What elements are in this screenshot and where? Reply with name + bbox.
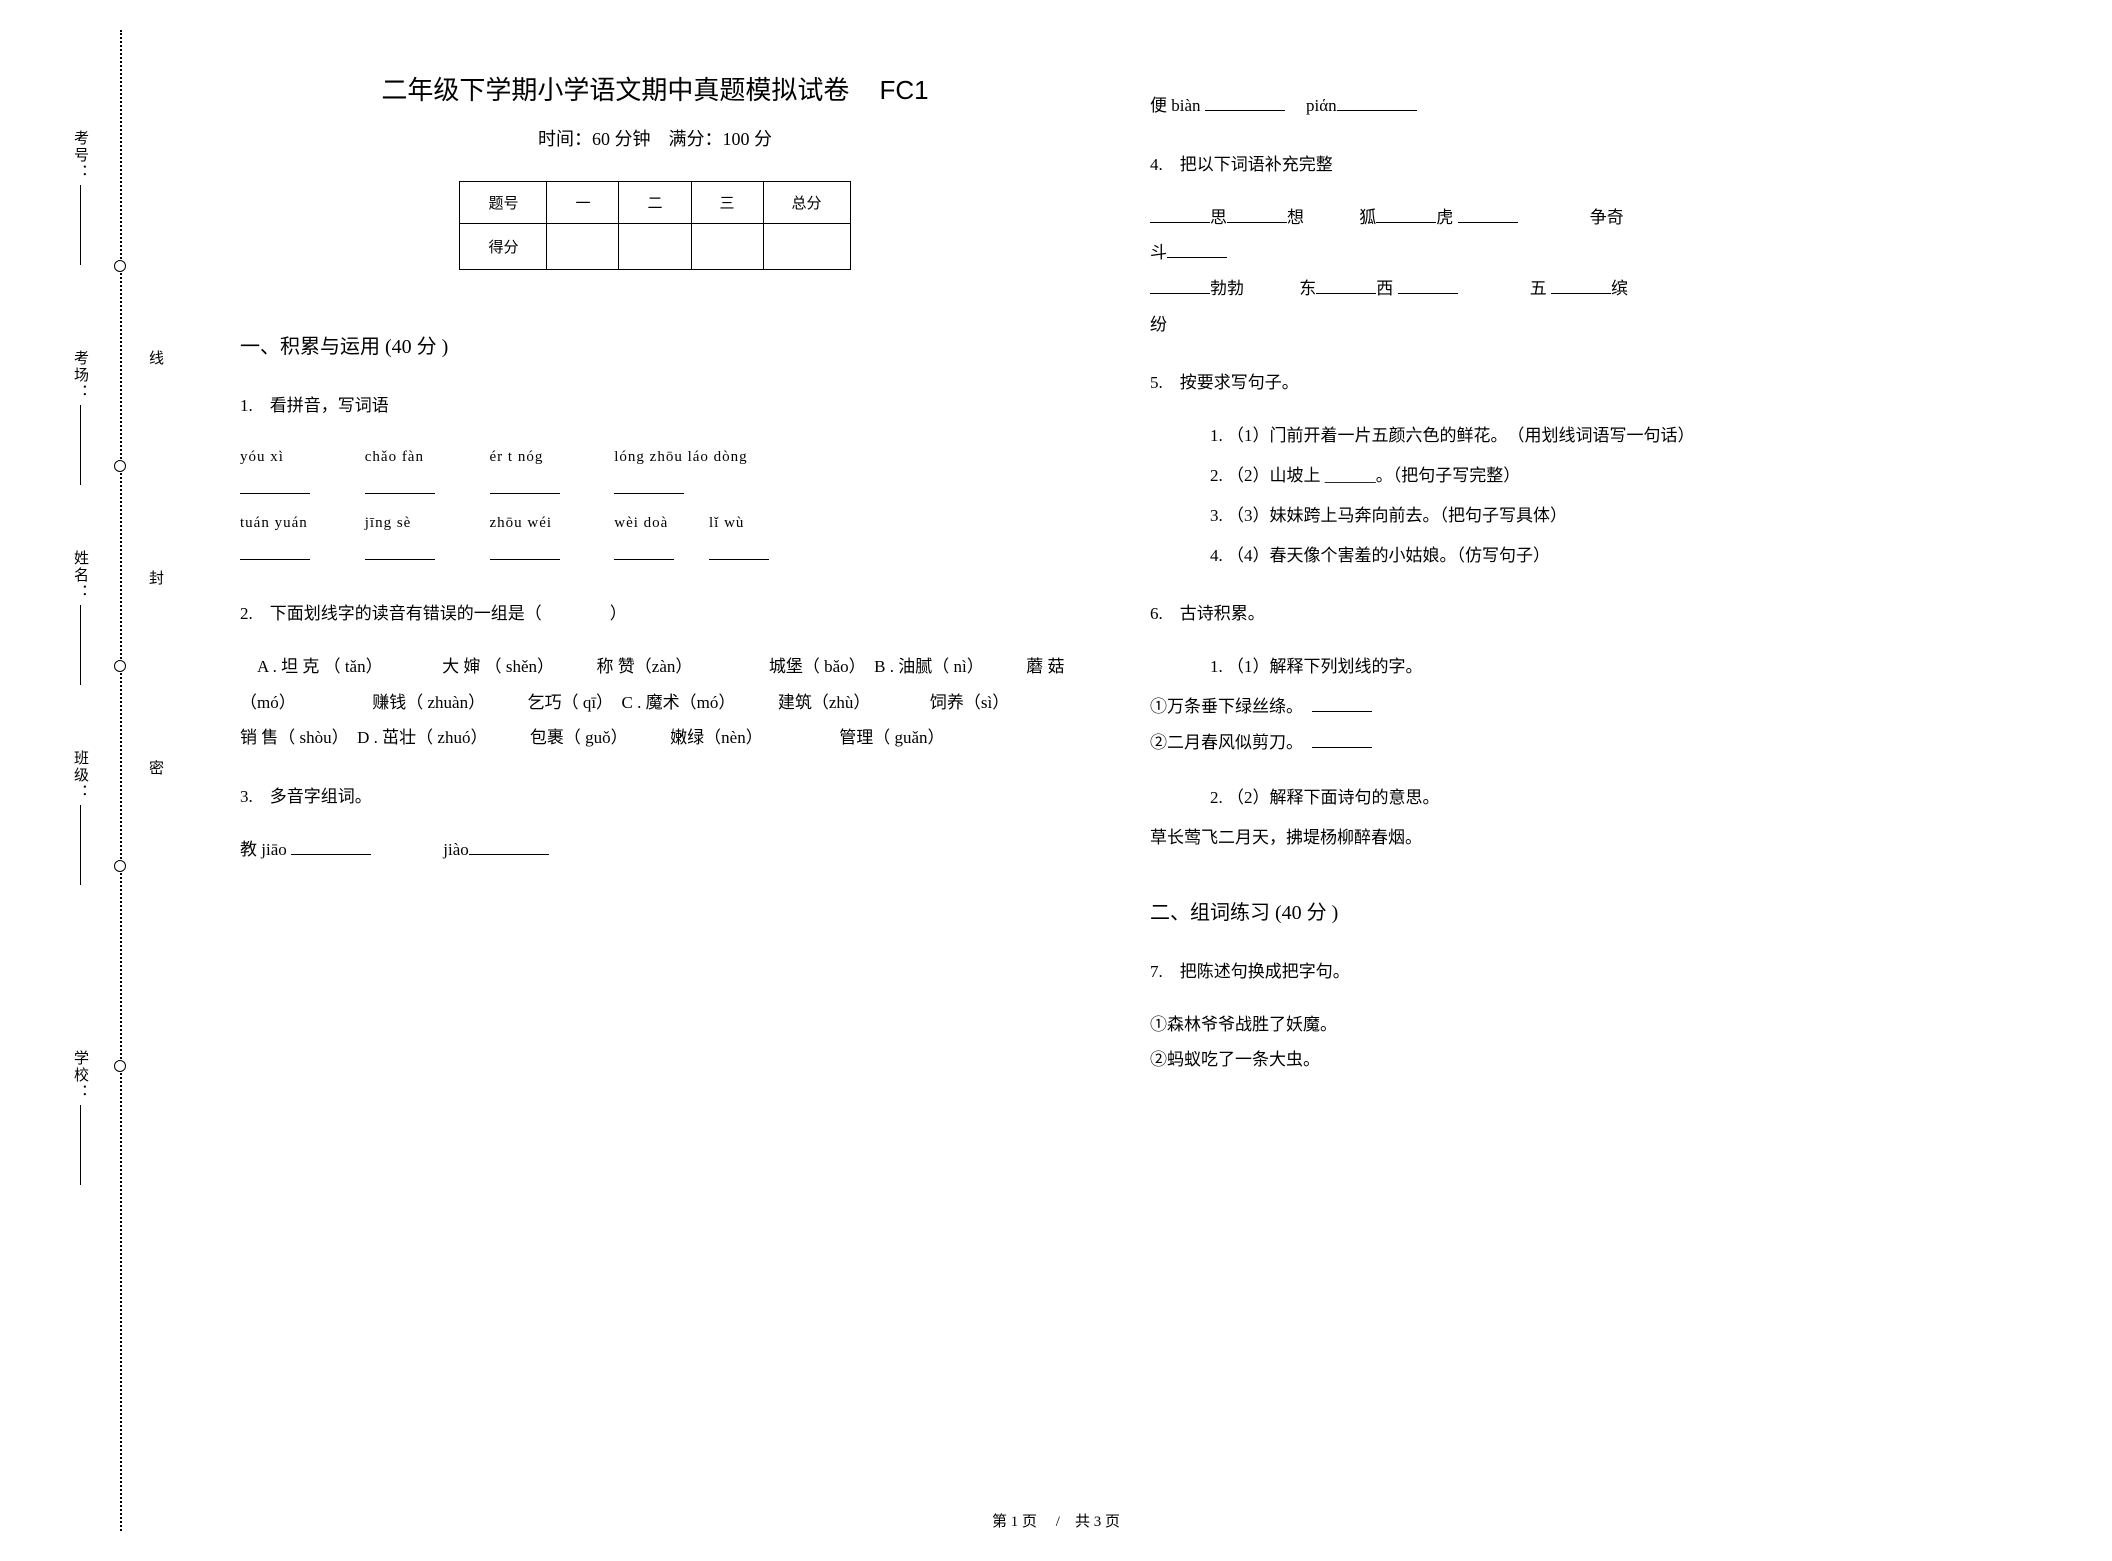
binding-circle bbox=[114, 660, 126, 672]
left-column: 二年级下学期小学语文期中真题模拟试卷FC1 时间：60 分钟 满分：100 分 … bbox=[200, 50, 1110, 1510]
q6-line-2: ②二月春风似剪刀。 bbox=[1150, 725, 1980, 761]
label-name: 姓名： bbox=[70, 550, 91, 685]
pinyin-cell: lóng zhōu láo dòng bbox=[614, 441, 747, 474]
q4-line-2: 斗 bbox=[1150, 235, 1980, 271]
q6-sublist-1: （1）解释下列划线的字。 bbox=[1210, 649, 1980, 685]
exam-title: 二年级下学期小学语文期中真题模拟试卷FC1 bbox=[240, 70, 1070, 107]
score-cell bbox=[547, 224, 619, 270]
list-item: （1）门前开着一片五颜六色的鲜花。 （用划线词语写一句话） bbox=[1210, 418, 1980, 454]
pinyin-cell: wèi doà bbox=[614, 507, 704, 540]
q6-line-1: ①万条垂下绿丝绦。 bbox=[1150, 689, 1980, 725]
score-header: 三 bbox=[691, 182, 763, 224]
pinyin-row-2: tuán yuán jīng sè zhōu wéi wèi doà lǐ wù bbox=[240, 507, 1070, 540]
list-item: （2）解释下面诗句的意思。 bbox=[1210, 780, 1980, 816]
page-footer: 第 1 页 / 共 3 页 bbox=[0, 1510, 2112, 1531]
question-7: 7. 把陈述句换成把字句。 bbox=[1150, 955, 1980, 989]
question-2-options: A . 坦 克 （ tǎn） 大 婶 （ shěn） 称 赞（zàn） 城堡（ … bbox=[240, 649, 1070, 756]
pinyin-cell: tuán yuán bbox=[240, 507, 360, 540]
score-header: 一 bbox=[547, 182, 619, 224]
score-cell bbox=[763, 224, 850, 270]
q4-line-3: 勃勃 东西 五 缤 bbox=[1150, 271, 1980, 307]
label-class: 班级： bbox=[70, 750, 91, 885]
pinyin-cell: lǐ wù bbox=[709, 507, 799, 540]
q3-line-1: 教 jiāo jiào bbox=[240, 832, 1070, 868]
pinyin-row-1: yóu xì chǎo fàn ér t nóg lóng zhōu láo d… bbox=[240, 441, 1070, 474]
pinyin-cell: jīng sè bbox=[365, 507, 485, 540]
exam-subtitle: 时间：60 分钟 满分：100 分 bbox=[240, 125, 1070, 151]
seal-line-char: 线 bbox=[145, 350, 166, 365]
answer-blanks-2 bbox=[240, 540, 1070, 573]
binding-circle bbox=[114, 460, 126, 472]
table-row: 题号 一 二 三 总分 bbox=[460, 182, 850, 224]
answer-blanks-1 bbox=[240, 474, 1070, 507]
binding-circle bbox=[114, 260, 126, 272]
q4-line-4: 纷 bbox=[1150, 307, 1980, 343]
pinyin-cell: chǎo fàn bbox=[365, 441, 485, 474]
list-item: （2）山坡上 ______。（把句子写完整） bbox=[1210, 458, 1980, 494]
score-cell bbox=[619, 224, 691, 270]
seal-mi-char: 密 bbox=[145, 760, 166, 775]
list-item: （4）春天像个害羞的小姑娘。（仿写句子） bbox=[1210, 538, 1980, 574]
page-content: 二年级下学期小学语文期中真题模拟试卷FC1 时间：60 分钟 满分：100 分 … bbox=[200, 50, 2020, 1510]
section-2-title: 二、组词练习 (40 分 ) bbox=[1150, 896, 1980, 925]
score-table: 题号 一 二 三 总分 得分 bbox=[459, 181, 850, 270]
question-2: 2. 下面划线字的读音有错误的一组是（ ） bbox=[240, 597, 1070, 631]
score-header: 二 bbox=[619, 182, 691, 224]
binding-circle bbox=[114, 1060, 126, 1072]
score-header: 题号 bbox=[460, 182, 547, 224]
right-column: 便 biàn piάn 4. 把以下词语补充完整 思想 狐虎 争奇 斗 勃勃 东… bbox=[1110, 50, 2020, 1510]
q6-poem: 草长莺飞二月天，拂堤杨柳醉春烟。 bbox=[1150, 820, 1980, 856]
exam-code: FC1 bbox=[879, 75, 928, 106]
pinyin-cell: ér t nóg bbox=[490, 441, 610, 474]
binding-dotted-line bbox=[120, 30, 122, 1531]
q3-line-2: 便 biàn piάn bbox=[1150, 88, 1980, 124]
label-exam-room: 考场： bbox=[70, 350, 91, 485]
binding-edge: 考号： 考场： 姓名： 班级： 学校： 线 封 密 bbox=[40, 0, 160, 1561]
question-1: 1. 看拼音，写词语 bbox=[240, 389, 1070, 423]
q7-line-1: ①森林爷爷战胜了妖魔。 bbox=[1150, 1007, 1980, 1043]
q7-line-2: ②蚂蚁吃了一条大虫。 bbox=[1150, 1042, 1980, 1078]
score-header: 总分 bbox=[763, 182, 850, 224]
list-item: （3）妹妹跨上马奔向前去。（把句子写具体） bbox=[1210, 498, 1980, 534]
q6-sublist-2: （2）解释下面诗句的意思。 bbox=[1210, 780, 1980, 816]
seal-feng-char: 封 bbox=[145, 570, 166, 585]
question-6: 6. 古诗积累。 bbox=[1150, 597, 1980, 631]
pinyin-cell: zhōu wéi bbox=[490, 507, 610, 540]
question-4: 4. 把以下词语补充完整 bbox=[1150, 148, 1980, 182]
binding-circle bbox=[114, 860, 126, 872]
label-exam-id: 考号： bbox=[70, 130, 91, 265]
list-item: （1）解释下列划线的字。 bbox=[1210, 649, 1980, 685]
label-school: 学校： bbox=[70, 1050, 91, 1185]
pinyin-cell: yóu xì bbox=[240, 441, 360, 474]
q5-sublist: （1）门前开着一片五颜六色的鲜花。 （用划线词语写一句话） （2）山坡上 ___… bbox=[1210, 418, 1980, 573]
section-1-title: 一、积累与运用 (40 分 ) bbox=[240, 330, 1070, 359]
question-5: 5. 按要求写句子。 bbox=[1150, 366, 1980, 400]
score-cell bbox=[691, 224, 763, 270]
score-row-label: 得分 bbox=[460, 224, 547, 270]
question-3: 3. 多音字组词。 bbox=[240, 780, 1070, 814]
q4-line-1: 思想 狐虎 争奇 bbox=[1150, 200, 1980, 236]
table-row: 得分 bbox=[460, 224, 850, 270]
